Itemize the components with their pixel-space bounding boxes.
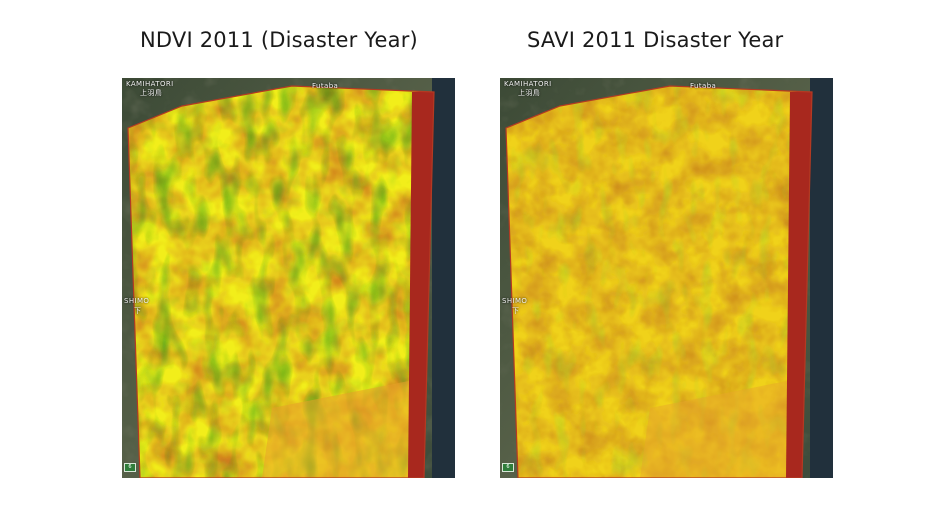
place-label-shimo: SHIMO xyxy=(124,297,150,305)
savi-panel-title: SAVI 2011 Disaster Year xyxy=(527,28,784,52)
place-label-shimo-jp: 下 xyxy=(512,307,520,315)
ndvi-map-image xyxy=(122,78,455,478)
place-label-shimo-jp: 下 xyxy=(134,307,142,315)
place-label-futaba: Futaba xyxy=(312,82,339,90)
place-label-kamihatori: KAMIHATORI xyxy=(126,80,174,88)
place-label-kamihatori-jp: 上羽鳥 xyxy=(140,89,163,97)
place-label-shimo: SHIMO xyxy=(502,297,528,305)
ndvi-map: KAMIHATORI 上羽鳥 Futaba SHIMO 下 6 xyxy=(122,78,455,478)
savi-map-image xyxy=(500,78,833,478)
savi-map: KAMIHATORI 上羽鳥 Futaba SHIMO 下 6 xyxy=(500,78,833,478)
place-label-futaba: Futaba xyxy=(690,82,717,90)
place-label-kamihatori-jp: 上羽鳥 xyxy=(518,89,541,97)
road-shield-icon: 6 xyxy=(502,463,514,472)
place-label-kamihatori: KAMIHATORI xyxy=(504,80,552,88)
ndvi-panel-title: NDVI 2011 (Disaster Year) xyxy=(140,28,418,52)
road-shield-icon: 6 xyxy=(124,463,136,472)
